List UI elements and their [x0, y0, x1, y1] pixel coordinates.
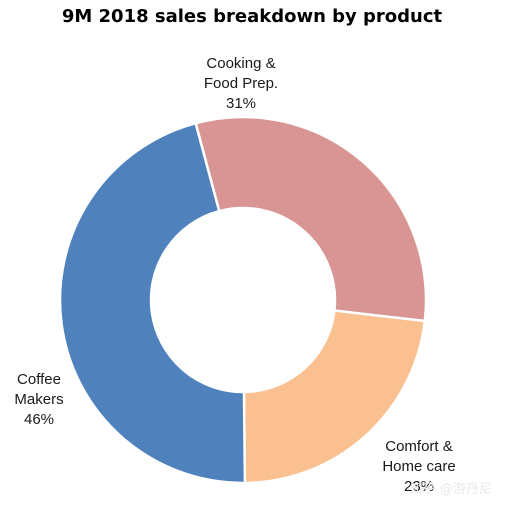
slice-comfort-home-care: [242, 309, 427, 485]
slice-name-label: Comfort &: [385, 438, 453, 455]
slice-name-label: Home care: [382, 458, 455, 475]
watermark: 知乎 @游丹尼: [410, 481, 492, 497]
slice-label-2: Comfort & Home care 23%: [382, 438, 455, 495]
slice-value-label: 31%: [226, 95, 256, 112]
donut-slices: [58, 115, 428, 485]
slice-name-label: Makers: [14, 391, 63, 408]
slice-name-label: Food Prep.: [204, 75, 278, 92]
slice-labels: Cooking & Food Prep. 31% Comfort & Home care…: [14, 55, 455, 495]
slice-name-label: Coffee: [17, 371, 61, 388]
slice-value-label: 46%: [24, 411, 54, 428]
slice-name-label: Cooking &: [206, 55, 275, 72]
slice-cooking-food-prep: [194, 115, 428, 323]
slice-label-1: Cooking & Food Prep. 31%: [204, 55, 278, 112]
slice-label-3: Coffee Makers 46%: [14, 371, 63, 428]
slice-value-label: 23%: [404, 478, 434, 495]
chart-title: 9M 2018 sales breakdown by product: [62, 6, 443, 27]
slice-coffee-makers: [58, 121, 247, 485]
